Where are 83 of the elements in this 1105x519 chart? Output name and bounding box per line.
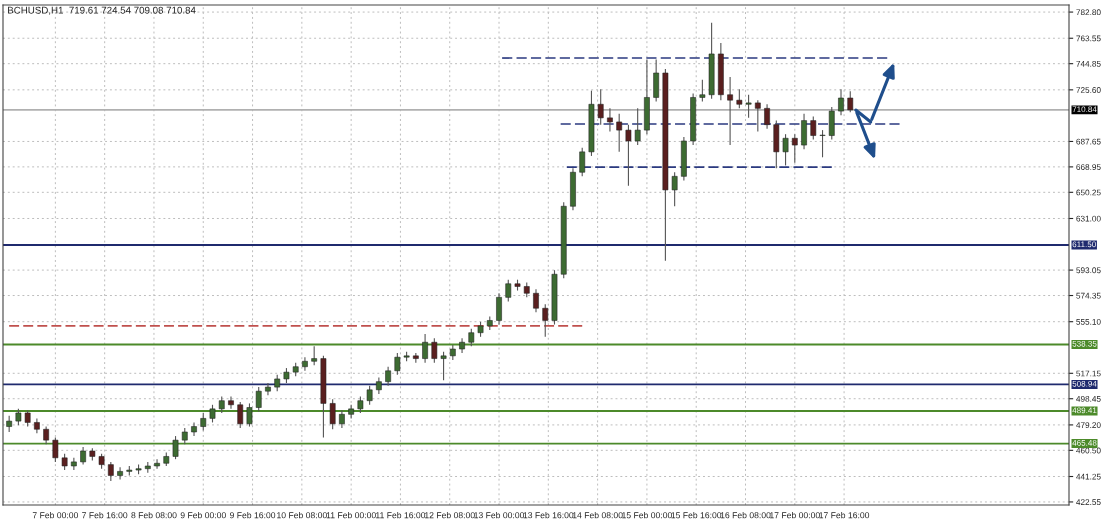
candlestick xyxy=(255,386,262,413)
x-tick-label: 15 Feb 16:00 xyxy=(671,511,722,519)
y-tick-label: 593.05 xyxy=(1076,267,1101,274)
candlestick xyxy=(699,79,706,103)
candlestick xyxy=(52,436,59,463)
y-tick-label: 555.10 xyxy=(1076,318,1101,325)
y-tick-label: 479.20 xyxy=(1076,422,1101,428)
candlestick xyxy=(440,351,447,381)
x-tick-label: 14 Feb 08:00 xyxy=(572,511,623,519)
x-tick-label: 13 Feb 16:00 xyxy=(523,511,574,519)
ref-line-label: 611.50 xyxy=(1072,241,1096,248)
candlestick xyxy=(422,333,428,364)
candlestick xyxy=(172,435,179,460)
candlestick xyxy=(634,107,641,146)
ref-line-label: 710.84 xyxy=(1072,106,1097,113)
x-tick-label: 10 Feb 08:00 xyxy=(277,511,327,519)
candlestick xyxy=(385,366,391,387)
x-tick-label: 17 Feb 00:00 xyxy=(770,511,820,519)
ref-line-label: 538.35 xyxy=(1072,340,1097,347)
x-tick-label: 12 Feb 08:00 xyxy=(425,511,475,519)
ref-line-label: 489.41 xyxy=(1072,407,1097,414)
candlestick xyxy=(228,396,234,410)
candlestick xyxy=(246,402,253,428)
candlestick xyxy=(579,147,586,177)
candlestick xyxy=(838,88,844,116)
candlestick xyxy=(782,133,789,167)
x-tick-label: 16 Feb 08:00 xyxy=(720,511,771,519)
y-tick-label: 441.25 xyxy=(1076,473,1101,480)
y-tick-label: 725.60 xyxy=(1076,87,1101,93)
x-tick-label: 13 Feb 00:00 xyxy=(474,511,525,519)
y-tick-label: 517.15 xyxy=(1076,370,1101,377)
candlestick xyxy=(533,288,539,313)
x-tick-label: 7 Feb 00:00 xyxy=(32,511,79,519)
candlestick xyxy=(117,466,123,481)
y-tick-label: 498.45 xyxy=(1076,395,1101,402)
candlestick xyxy=(607,107,613,133)
candlestick xyxy=(329,398,336,430)
candlestick xyxy=(154,458,160,470)
candlestick xyxy=(791,133,798,164)
y-tick-label: 574.35 xyxy=(1076,292,1101,299)
candlestick xyxy=(745,94,752,119)
y-tick-label: 668.95 xyxy=(1076,164,1101,170)
y-tick-label: 650.25 xyxy=(1076,189,1101,196)
x-tick-label: 11 Feb 00:00 xyxy=(326,511,376,519)
y-tick-label: 687.65 xyxy=(1076,138,1101,145)
candlestick xyxy=(616,113,623,153)
candlestick xyxy=(727,76,733,146)
candlestick xyxy=(625,124,632,187)
y-tick-label: 782.80 xyxy=(1076,9,1101,16)
candlestick xyxy=(311,345,318,366)
y-tick-label: 460.50 xyxy=(1076,447,1101,454)
y-tick-label: 763.55 xyxy=(1076,35,1101,42)
candlestick xyxy=(671,171,678,207)
ref-line-label: 465.48 xyxy=(1072,440,1097,446)
x-tick-label: 17 Feb 16:00 xyxy=(819,511,870,519)
y-tick-label: 631.00 xyxy=(1076,215,1101,222)
candlestick xyxy=(597,88,604,126)
candlestick xyxy=(431,337,438,364)
x-tick-label: 7 Feb 16:00 xyxy=(82,511,128,519)
chart-title: BCHUSD,H1 719.61 724.54 709.08 710.84 xyxy=(8,6,196,15)
candlestick xyxy=(819,129,826,158)
candlestick xyxy=(505,279,512,302)
x-tick-label: 9 Feb 16:00 xyxy=(229,511,276,519)
candlestick xyxy=(754,99,761,133)
y-tick-label: 744.85 xyxy=(1076,60,1101,67)
candlestick xyxy=(394,352,401,376)
candlestick xyxy=(366,385,373,406)
candlestick xyxy=(847,90,854,113)
candlestick xyxy=(191,421,197,437)
candlestick xyxy=(107,461,114,482)
x-tick-label: 15 Feb 00:00 xyxy=(622,511,672,519)
candlestick xyxy=(496,292,502,326)
candlestick xyxy=(810,115,817,141)
x-tick-label: 11 Feb 16:00 xyxy=(376,511,426,519)
candlestick xyxy=(764,103,770,130)
candlestick xyxy=(542,303,549,338)
candlestick xyxy=(736,88,743,109)
candlestick xyxy=(302,356,308,372)
candlestick xyxy=(237,401,244,429)
x-tick-label: 8 Feb 08:00 xyxy=(131,511,177,519)
ref-line-label: 508.94 xyxy=(1072,380,1097,387)
x-tick-label: 9 Feb 00:00 xyxy=(180,511,226,519)
y-tick-label: 422.55 xyxy=(1076,499,1101,505)
